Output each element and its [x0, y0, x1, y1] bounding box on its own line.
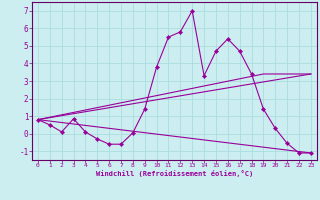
X-axis label: Windchill (Refroidissement éolien,°C): Windchill (Refroidissement éolien,°C) — [96, 170, 253, 177]
